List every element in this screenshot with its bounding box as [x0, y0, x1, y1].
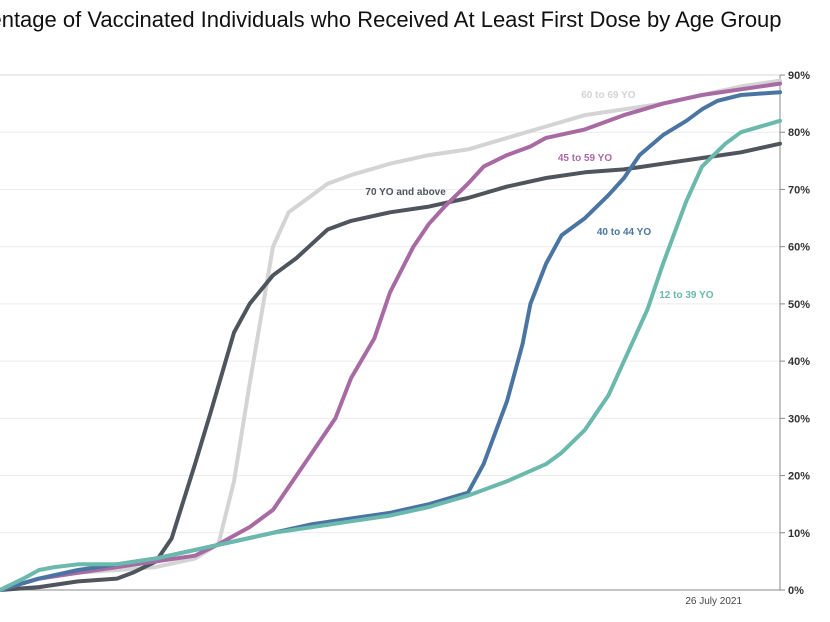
series-line-70-yo-and-above [0, 141, 782, 592]
y-tick-label: 70% [788, 184, 810, 196]
y-tick-label: 10% [788, 528, 810, 540]
series-line-60-to-69-yo [0, 78, 782, 592]
gridlines [0, 74, 780, 534]
y-tick-label: 20% [788, 471, 810, 483]
y-tick-label: 30% [788, 413, 810, 425]
series-label: 40 to 44 YO [597, 227, 652, 238]
y-tick-label: 40% [788, 356, 810, 368]
x-annotation-label: 26 July 2021 [685, 596, 742, 607]
y-tick-label: 50% [788, 299, 810, 311]
y-tick-label: 90% [788, 70, 810, 82]
y-tick-label: 60% [788, 242, 810, 254]
series-lines [0, 78, 782, 592]
series-line-12-to-39-yo [0, 118, 782, 592]
x-annotation: 26 July 2021 [685, 596, 742, 607]
series-label: 45 to 59 YO [558, 153, 613, 164]
series-label: 70 YO and above [365, 187, 446, 198]
series-line-45-to-59-yo [0, 81, 782, 592]
y-tick-labels: 0% 10% 20% 30% 40% 50% 60% 70% 80% 90% [780, 70, 810, 597]
y-tick-label: 80% [788, 127, 810, 139]
series-label: 60 to 69 YO [581, 90, 636, 101]
series-label: 12 to 39 YO [659, 290, 714, 301]
y-tick-label: 0% [788, 585, 804, 597]
series-labels: 60 to 69 YO 70 YO and above 45 to 59 YO 40 … [365, 90, 713, 301]
chart-title: centage of Vaccinated Individuals who Re… [0, 7, 782, 32]
